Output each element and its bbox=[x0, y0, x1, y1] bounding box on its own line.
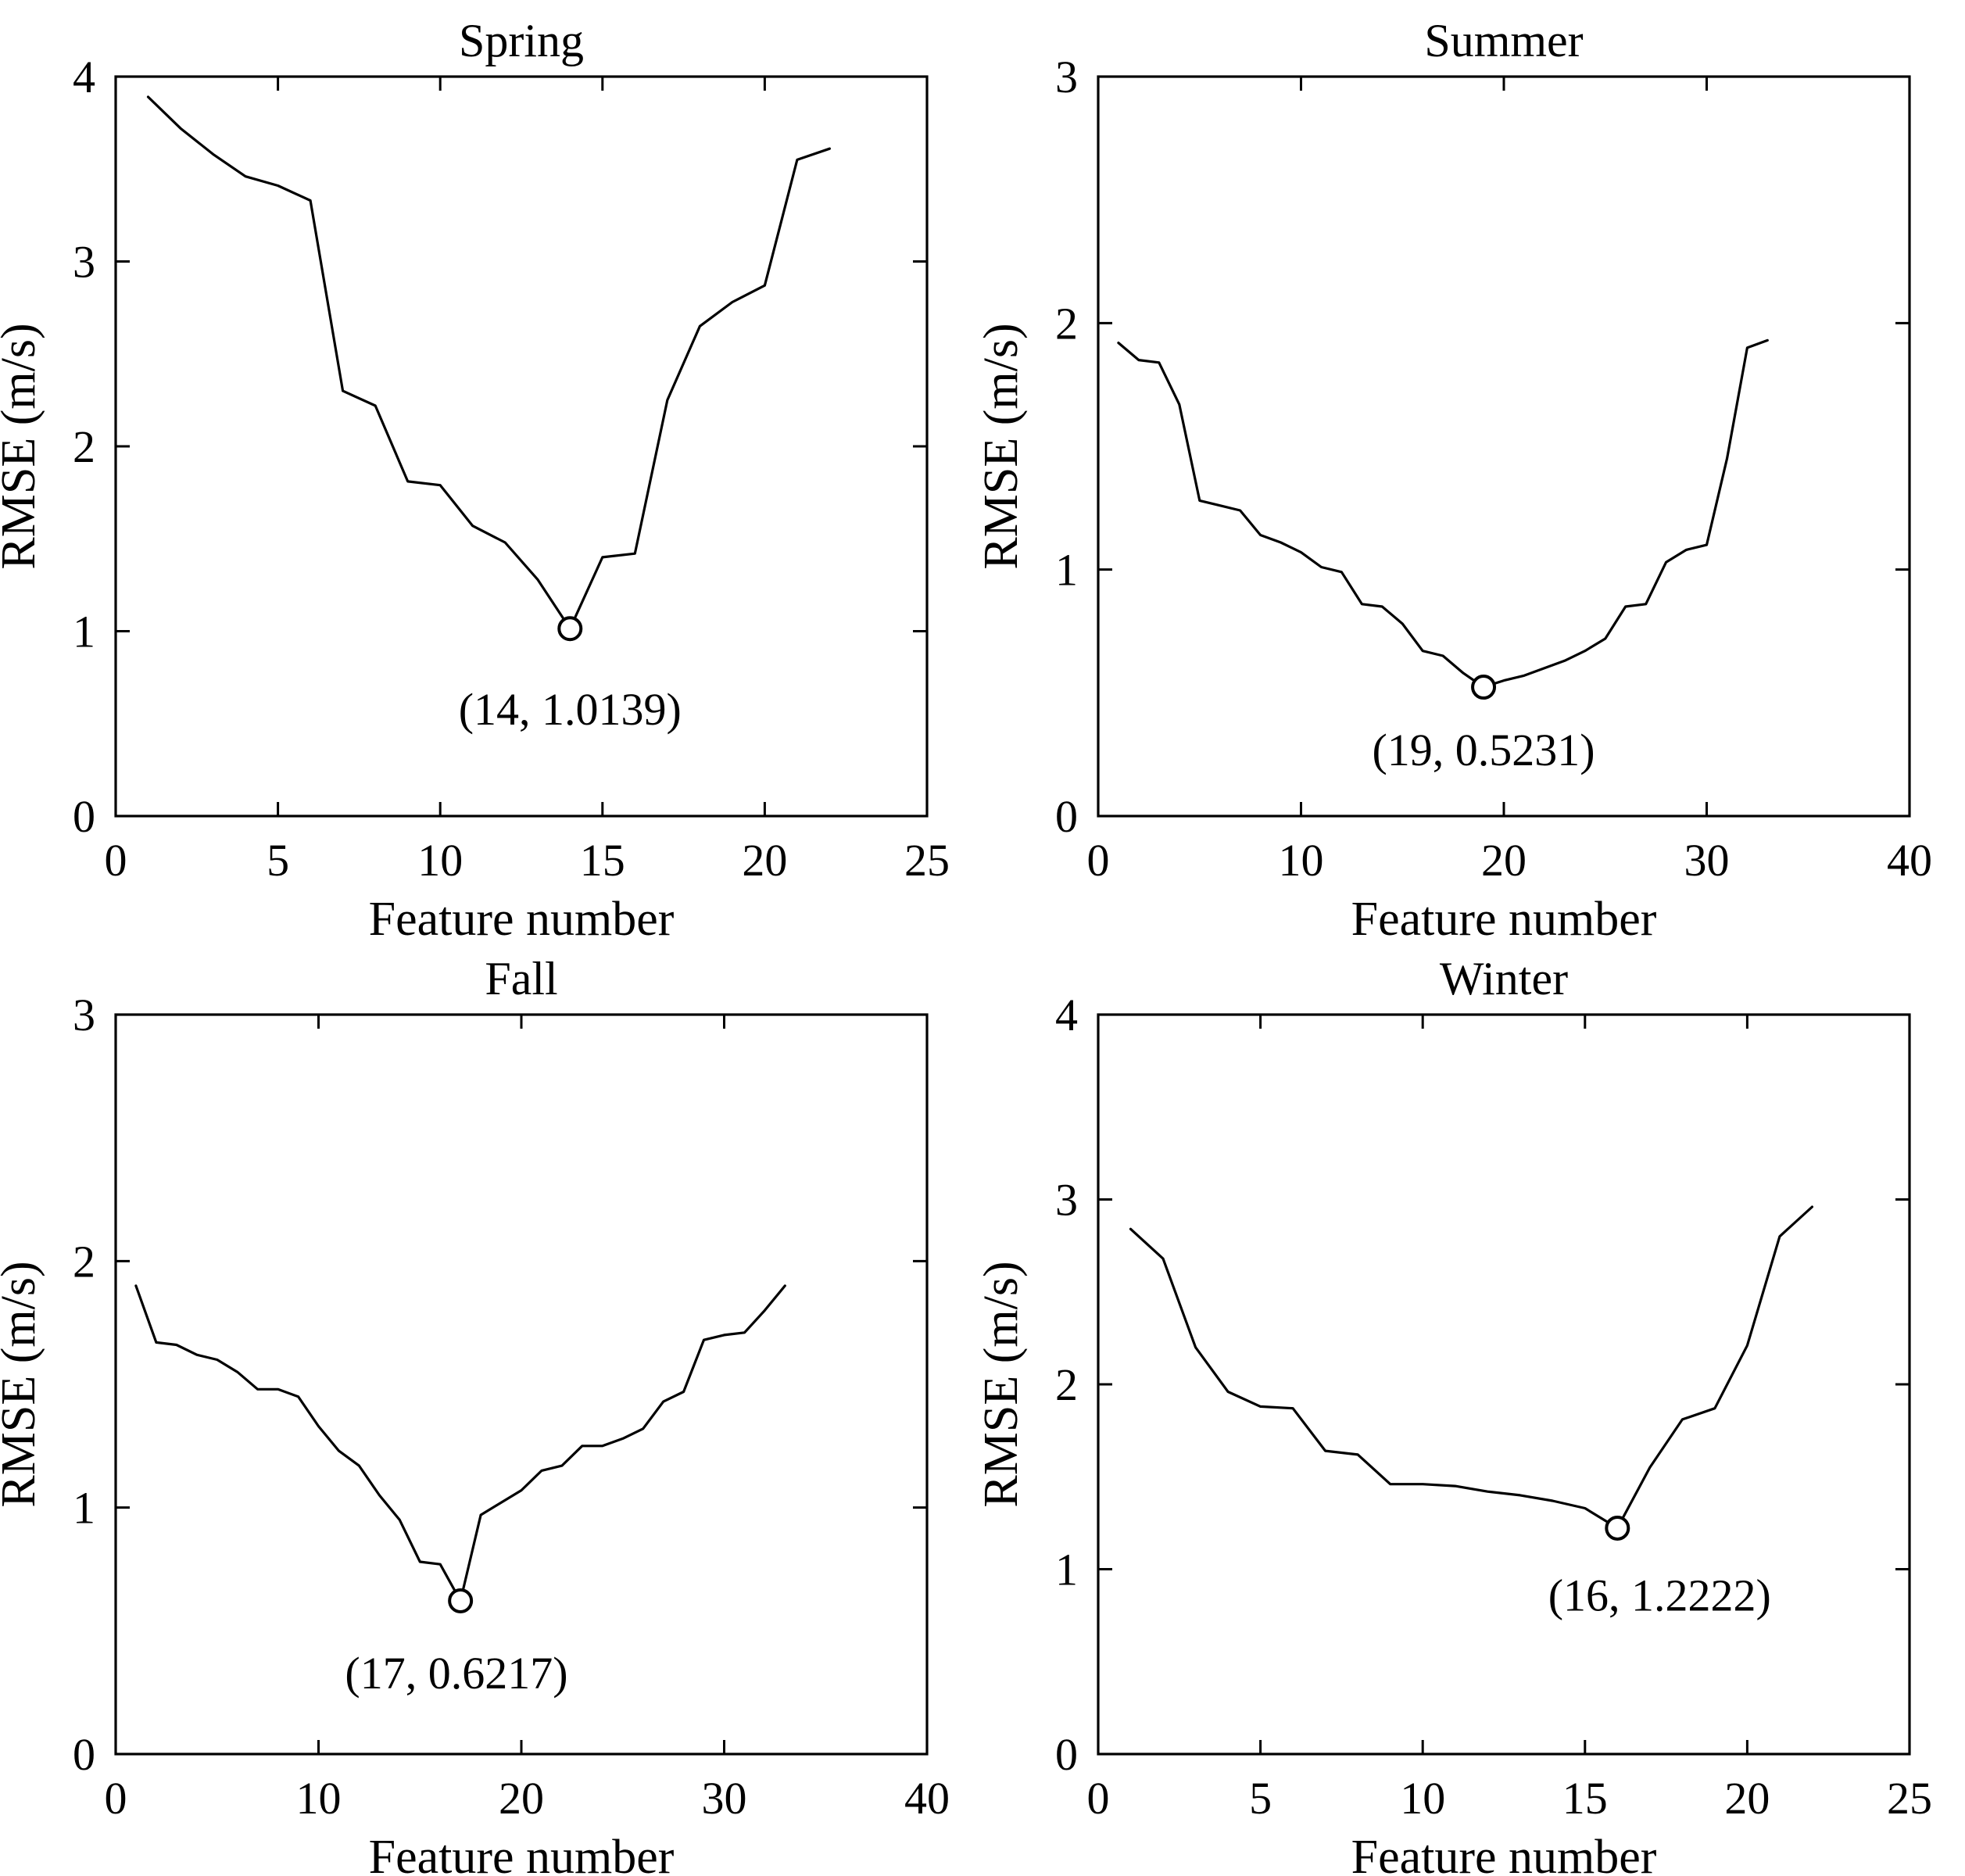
series-line bbox=[1129, 1205, 1814, 1530]
y-tick-label: 3 bbox=[1055, 52, 1078, 102]
y-tick-label: 0 bbox=[1055, 1729, 1078, 1780]
series-line bbox=[134, 1284, 786, 1602]
y-axis-label: RMSE (m/s) bbox=[982, 323, 1028, 569]
y-tick-label: 0 bbox=[73, 1729, 95, 1780]
chart-fall: Fall 0 10 20 30 40 0 1 2 3 (17, 0.6217) Feature num… bbox=[0, 953, 950, 1876]
series-line bbox=[1117, 338, 1769, 689]
chart-title: Fall bbox=[485, 953, 557, 1004]
y-tick-label: 4 bbox=[1055, 990, 1078, 1040]
axis-box bbox=[1097, 1013, 1911, 1756]
x-tick-label: 40 bbox=[904, 1773, 950, 1824]
chart-cell-top-left: Spring 0 5 10 15 20 25 0 1 2 3 4 (14, 1.0139) Feature… bbox=[0, 0, 982, 938]
y-tick-label: 2 bbox=[73, 1236, 95, 1287]
y-tick-label: 0 bbox=[1055, 791, 1078, 842]
y-tick-label: 1 bbox=[73, 607, 95, 657]
y-tick-label: 2 bbox=[1055, 298, 1078, 349]
y-tick-label: 3 bbox=[73, 237, 95, 288]
chart-cell-top-right: Summer 0 10 20 30 40 0 1 2 3 (19, 0.5231) Feature n… bbox=[982, 0, 1965, 938]
chart-cell-bottom-left: Fall 0 10 20 30 40 0 1 2 3 (17, 0.6217) Feature num… bbox=[0, 938, 982, 1876]
chart-summer: Summer 0 10 20 30 40 0 1 2 3 (19, 0.5231) Feature n… bbox=[982, 15, 1932, 938]
x-tick-label: 10 bbox=[1400, 1773, 1445, 1824]
x-tick-label: 20 bbox=[742, 835, 787, 886]
min-annotation: (17, 0.6217) bbox=[345, 1648, 567, 1699]
chart-spring: Spring 0 5 10 15 20 25 0 1 2 3 4 (14, 1.0139) Feature… bbox=[0, 15, 950, 938]
axis-box bbox=[1097, 75, 1911, 818]
x-tick-label: 5 bbox=[267, 835, 289, 886]
min-annotation: (19, 0.5231) bbox=[1372, 725, 1595, 775]
x-axis-label: Feature number bbox=[1351, 1831, 1657, 1876]
x-tick-label: 0 bbox=[1087, 835, 1110, 886]
x-axis-label: Feature number bbox=[369, 893, 675, 938]
x-tick-label: 0 bbox=[1087, 1773, 1110, 1824]
x-tick-label: 20 bbox=[1724, 1773, 1770, 1824]
x-tick-label: 30 bbox=[702, 1773, 747, 1824]
chart-title: Spring bbox=[459, 15, 584, 66]
axis-box bbox=[114, 1013, 929, 1756]
min-marker bbox=[448, 1588, 474, 1613]
y-tick-label: 4 bbox=[73, 52, 95, 102]
y-axis-label: RMSE (m/s) bbox=[0, 1261, 45, 1507]
x-tick-label: 25 bbox=[1887, 1773, 1932, 1824]
x-tick-label: 20 bbox=[499, 1773, 544, 1824]
y-tick-label: 0 bbox=[73, 791, 95, 842]
x-tick-label: 0 bbox=[105, 835, 127, 886]
min-marker bbox=[1605, 1515, 1630, 1541]
min-marker bbox=[1471, 675, 1497, 700]
y-tick-label: 1 bbox=[1055, 545, 1078, 596]
y-tick-label: 2 bbox=[73, 421, 95, 472]
x-tick-label: 10 bbox=[1279, 835, 1324, 886]
x-tick-label: 5 bbox=[1249, 1773, 1272, 1824]
y-axis-label: RMSE (m/s) bbox=[982, 1261, 1028, 1507]
x-tick-label: 20 bbox=[1481, 835, 1527, 886]
y-tick-label: 3 bbox=[1055, 1175, 1078, 1226]
chart-title: Summer bbox=[1424, 15, 1583, 66]
x-tick-label: 40 bbox=[1887, 835, 1932, 886]
x-tick-label: 30 bbox=[1684, 835, 1730, 886]
chart-title: Winter bbox=[1440, 953, 1568, 1004]
x-tick-label: 10 bbox=[417, 835, 463, 886]
min-annotation: (16, 1.2222) bbox=[1548, 1570, 1771, 1621]
x-axis-label: Feature number bbox=[369, 1831, 675, 1876]
y-tick-label: 1 bbox=[73, 1483, 95, 1534]
y-axis-label: RMSE (m/s) bbox=[0, 323, 45, 569]
min-annotation: (14, 1.0139) bbox=[459, 684, 682, 735]
y-tick-label: 2 bbox=[1055, 1359, 1078, 1410]
x-tick-label: 15 bbox=[1562, 1773, 1608, 1824]
y-tick-label: 1 bbox=[1055, 1545, 1078, 1595]
series-line bbox=[146, 95, 832, 630]
x-tick-label: 0 bbox=[105, 1773, 127, 1824]
x-axis-label: Feature number bbox=[1351, 893, 1657, 938]
min-marker bbox=[557, 616, 583, 642]
x-tick-label: 15 bbox=[580, 835, 625, 886]
chart-winter: Winter 0 5 10 15 20 25 0 1 2 3 4 (16, 1.2222) Feature… bbox=[982, 953, 1932, 1876]
x-tick-label: 10 bbox=[296, 1773, 342, 1824]
y-tick-label: 3 bbox=[73, 990, 95, 1040]
chart-cell-bottom-right: Winter 0 5 10 15 20 25 0 1 2 3 4 (16, 1.2222) Feature… bbox=[982, 938, 1965, 1876]
x-tick-label: 25 bbox=[904, 835, 950, 886]
